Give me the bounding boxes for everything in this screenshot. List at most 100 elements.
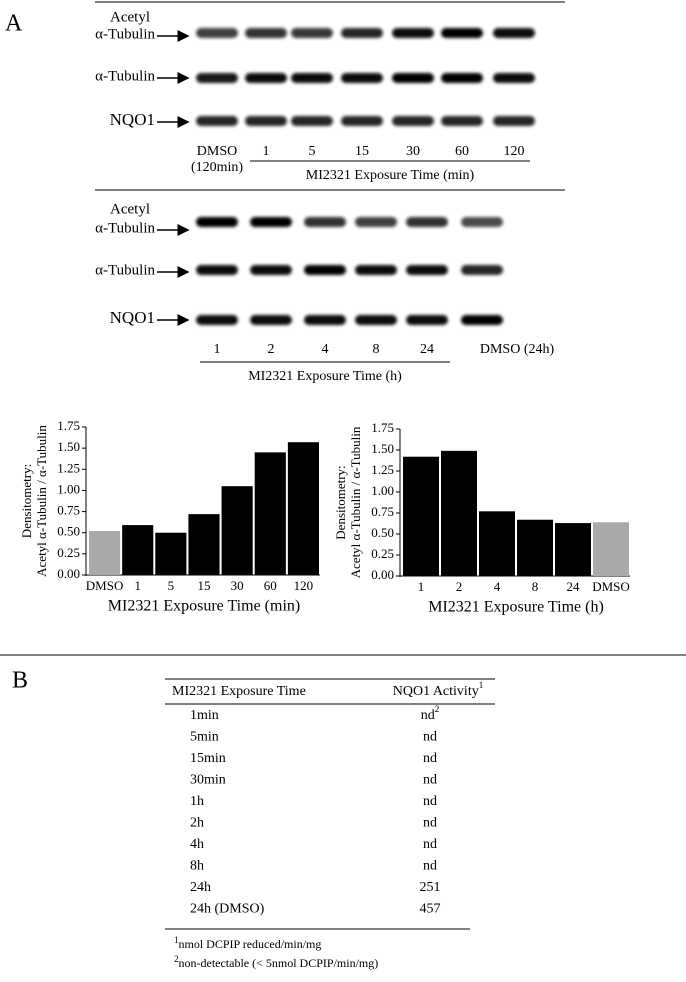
table-cell: 24h (DMSO)	[190, 902, 265, 917]
table-cell: 1h	[190, 794, 204, 809]
blot-band	[461, 217, 503, 227]
table-cell: nd	[423, 794, 437, 809]
table-header: NQO1 Activity1	[393, 680, 483, 699]
blot-band	[441, 73, 483, 83]
table-cell: 15min	[190, 751, 226, 766]
blot-band	[341, 116, 383, 126]
blot-band	[441, 116, 483, 126]
bar	[221, 486, 253, 575]
blot-band	[304, 217, 346, 227]
table-cell: 2h	[190, 816, 204, 831]
bar	[89, 531, 121, 575]
y-tick-label: 0.50	[57, 524, 80, 539]
table-cell: 30min	[190, 773, 226, 788]
blot-band	[245, 73, 287, 83]
table-cell: 1min	[190, 708, 219, 723]
blot-band	[392, 73, 434, 83]
bar	[517, 519, 553, 576]
x-tick-label: 60	[264, 578, 277, 593]
blot-row-label: NQO1	[110, 308, 155, 327]
lane-label: DMSO	[197, 144, 237, 159]
table-cell: 457	[420, 902, 441, 917]
lane-label: 30	[406, 144, 420, 159]
superscript: 1	[479, 680, 484, 690]
blot-band	[196, 217, 238, 227]
y-tick-label: 0.75	[57, 503, 80, 518]
table-cell: nd2	[421, 704, 440, 723]
table-cell: 4h	[190, 837, 204, 852]
x-tick-label: DMSO	[86, 578, 124, 593]
y-tick-label: 0.00	[57, 566, 80, 581]
y-tick-label: 1.75	[371, 420, 394, 435]
table-header-text: NQO1 Activity	[393, 684, 479, 699]
blot-row-label: α-Tubulin	[95, 262, 155, 278]
y-tick-label: 1.25	[57, 460, 80, 475]
x-tick-label: 1	[134, 578, 141, 593]
y-tick-label: 1.25	[371, 462, 394, 477]
superscript: 1	[174, 935, 179, 945]
blot-band	[291, 73, 333, 83]
y-axis-label: Acetyl α-Tubulin / α-Tubulin	[348, 426, 363, 578]
blot-band	[196, 116, 238, 126]
blot-band	[493, 28, 535, 38]
y-tick-label: 0.00	[371, 567, 394, 582]
table-cell: nd	[423, 773, 437, 788]
blot-band	[392, 116, 434, 126]
table-cell: nd	[423, 816, 437, 831]
blot-row-label: Acetyl	[110, 9, 150, 25]
bar	[441, 450, 477, 576]
panel-label: A	[5, 11, 23, 37]
blot-row-label: Acetyl	[110, 201, 150, 217]
blot-row-label: α-Tubulin	[95, 26, 155, 42]
blot-xlabel: MI2321 Exposure Time (min)	[306, 168, 475, 183]
x-tick-label: 1	[418, 579, 425, 594]
table-cell: 8h	[190, 859, 204, 874]
bar	[593, 522, 629, 576]
y-tick-label: 1.50	[371, 441, 394, 456]
superscript: 2	[174, 954, 179, 964]
table-cell: nd	[423, 837, 437, 852]
x-axis-label: MI2321 Exposure Time (min)	[108, 598, 300, 615]
footnote-text: non-detectable (< 5nmol DCPIP/min/mg)	[179, 956, 379, 970]
blot-band	[341, 73, 383, 83]
lane-note: (120min)	[191, 160, 243, 175]
blot-band	[392, 28, 434, 38]
superscript: 2	[435, 704, 440, 714]
table-cell-text: nd	[421, 708, 435, 723]
bar	[287, 442, 319, 575]
x-tick-label: 24	[567, 579, 581, 594]
y-tick-label: 1.75	[57, 418, 80, 433]
bar	[122, 525, 154, 575]
y-tick-label: 1.50	[57, 439, 80, 454]
bar	[555, 523, 591, 576]
y-axis-label: Acetyl α-Tubulin / α-Tubulin	[34, 425, 49, 577]
table-cell: 251	[420, 880, 441, 895]
blot-band	[406, 265, 448, 275]
table-cell: nd	[423, 730, 437, 745]
x-tick-label: DMSO	[592, 579, 630, 594]
table-header: MI2321 Exposure Time	[172, 684, 306, 699]
blot-band	[250, 315, 292, 325]
footnote: 1nmol DCPIP reduced/min/mg	[174, 935, 321, 951]
x-tick-label: 120	[294, 578, 314, 593]
blot-row-label: α-Tubulin	[95, 220, 155, 236]
table-cell: 24h	[190, 880, 211, 895]
lane-label: 5	[309, 144, 316, 159]
lane-label: 120	[504, 144, 525, 159]
blot-band	[355, 217, 397, 227]
blot-band	[196, 28, 238, 38]
blot-band	[493, 116, 535, 126]
blot-band	[250, 217, 292, 227]
y-tick-label: 1.00	[371, 483, 394, 498]
blot-band	[245, 116, 287, 126]
blot-band	[406, 315, 448, 325]
lane-label: 24	[420, 342, 434, 357]
lane-label: 4	[322, 342, 329, 357]
lane-label: 15	[355, 144, 369, 159]
blot-band	[406, 217, 448, 227]
x-tick-label: 8	[532, 579, 539, 594]
x-tick-label: 30	[231, 578, 244, 593]
blot-band	[250, 265, 292, 275]
